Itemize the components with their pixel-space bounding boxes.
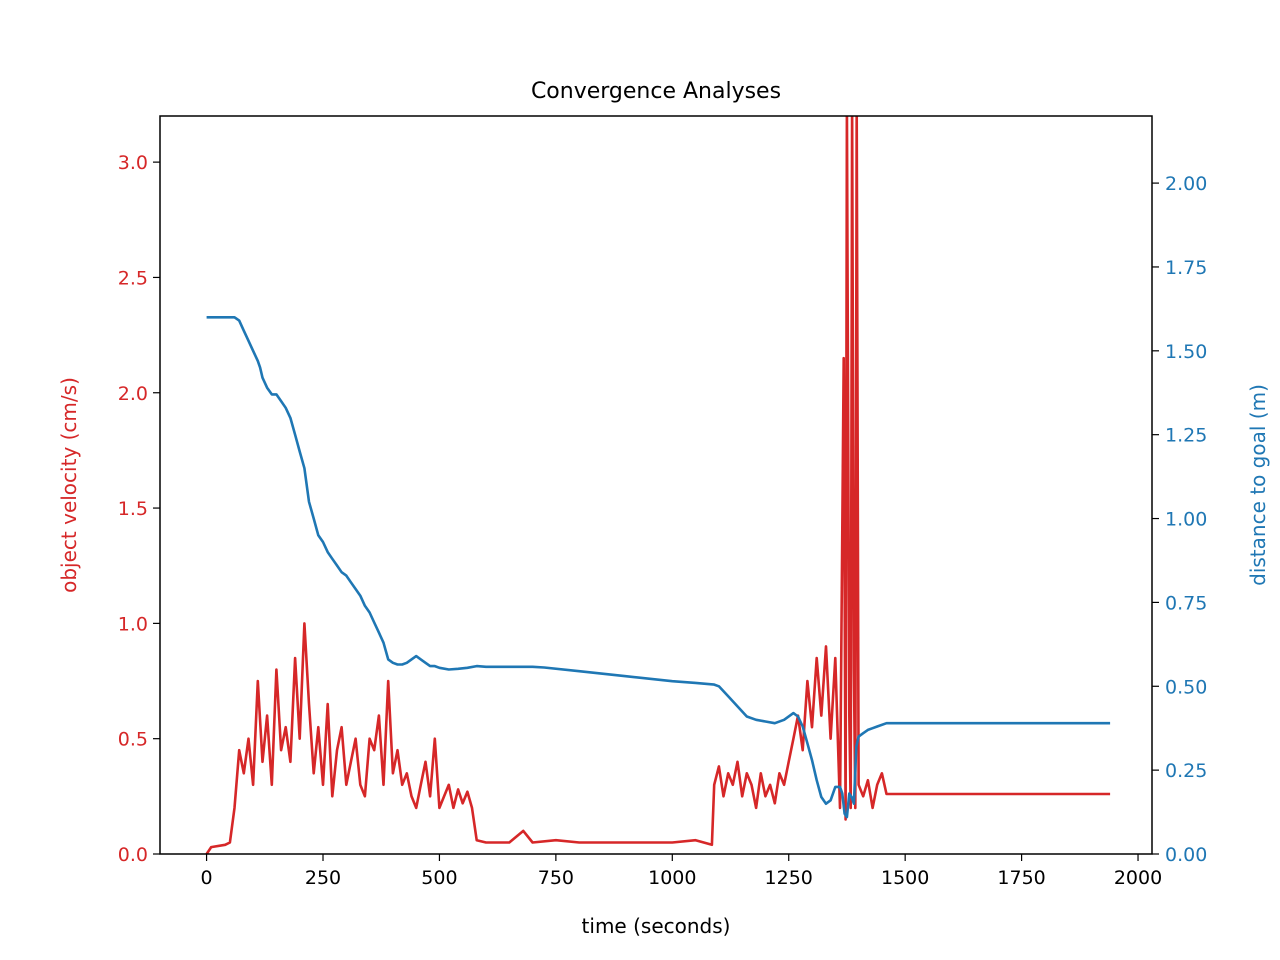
x-tick-label: 2000 [1114,867,1162,889]
plot-frame [159,115,1153,855]
x-axis: 0 250 500 750 1000 1250 1500 1750 2000 [201,854,1162,889]
x-axis-label: time (seconds) [582,914,731,938]
right-y-tick-label: 1.00 [1165,509,1207,531]
left-y-tick-label: 1.0 [118,613,148,635]
x-tick-label: 1750 [997,867,1045,889]
left-y-tick-label: 0.5 [118,729,148,751]
right-y-tick-label: 0.75 [1165,592,1207,614]
left-y-tick-label: 1.5 [118,498,148,520]
left-y-tick-label: 2.0 [118,383,148,405]
left-y-tick-label: 0.0 [118,844,148,866]
x-tick-label: 1000 [648,867,696,889]
x-tick-label: 250 [305,867,341,889]
right-y-axis-label: distance to goal (m) [1246,384,1270,586]
left-y-axis: 0.0 0.5 1.0 1.5 2.0 2.5 3.0 [118,152,160,866]
right-y-tick-label: 1.25 [1165,425,1207,447]
x-tick-label: 500 [421,867,457,889]
plot-area [205,116,1111,854]
right-y-tick-label: 1.50 [1165,341,1207,363]
object-velocity-line [205,116,1111,854]
left-y-tick-label: 3.0 [118,152,148,174]
chart-title: Convergence Analyses [531,79,781,104]
x-tick-label: 1500 [881,867,929,889]
right-y-tick-label: 1.75 [1165,257,1207,279]
x-tick-label: 0 [201,867,213,889]
right-y-tick-label: 0.00 [1165,844,1207,866]
right-y-axis: 0.00 0.25 0.50 0.75 1.00 1.25 1.50 1.75 2.00 [1152,173,1207,866]
x-tick-label: 750 [538,867,574,889]
distance-to-goal-line [206,315,1111,819]
left-y-axis-label: object velocity (cm/s) [57,377,81,593]
x-tick-label: 1250 [765,867,813,889]
right-y-tick-label: 0.50 [1165,676,1207,698]
right-y-tick-label: 2.00 [1165,173,1207,195]
right-y-tick-label: 0.25 [1165,760,1207,782]
left-y-tick-label: 2.5 [118,267,148,289]
